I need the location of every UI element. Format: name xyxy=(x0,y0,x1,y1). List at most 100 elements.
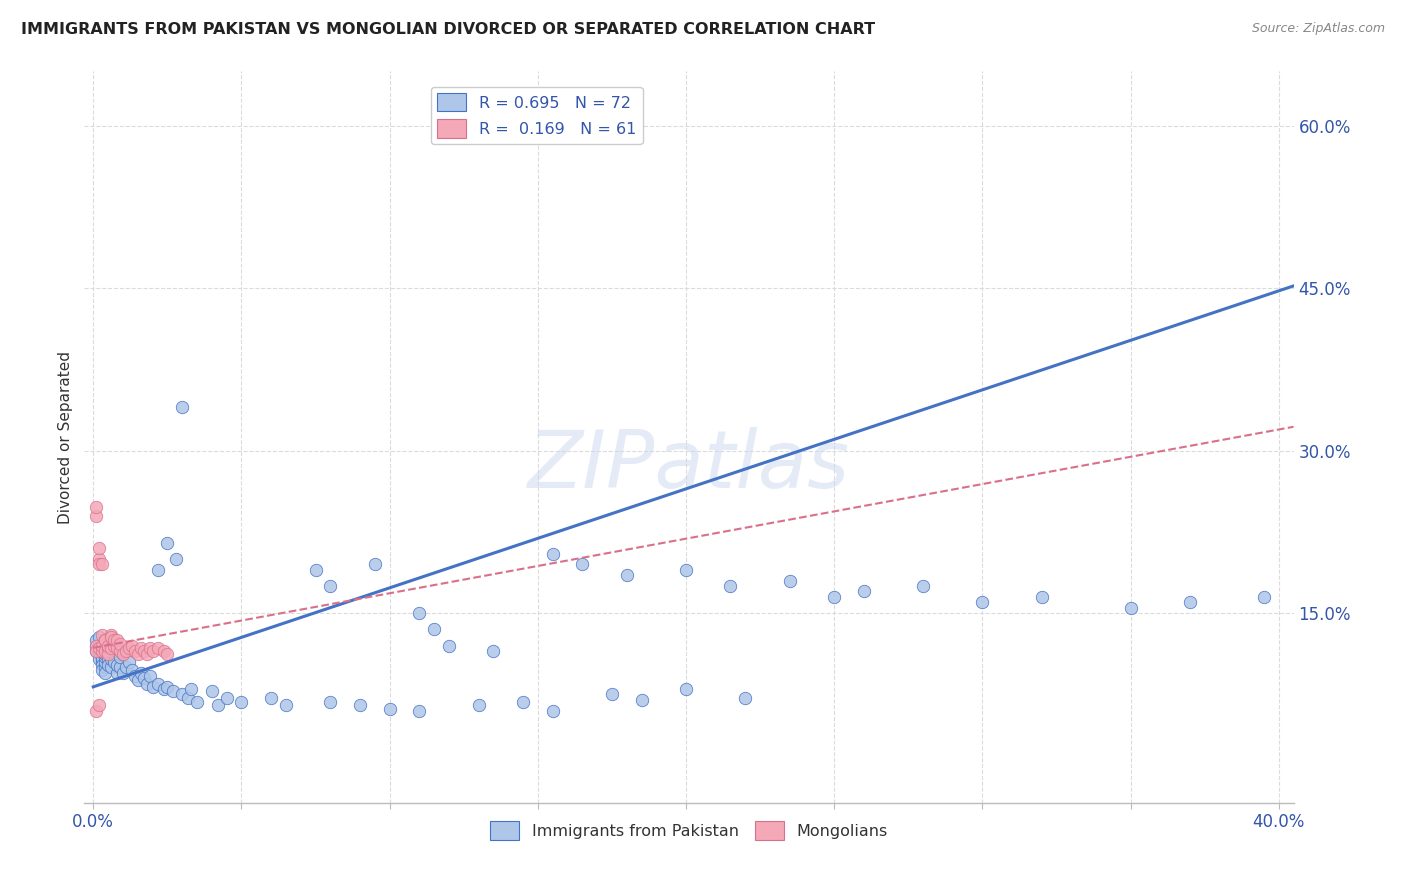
Point xyxy=(84,644,107,658)
Point xyxy=(91,649,114,664)
Point xyxy=(91,663,114,677)
Text: IMMIGRANTS FROM PAKISTAN VS MONGOLIAN DIVORCED OR SEPARATED CORRELATION CHART: IMMIGRANTS FROM PAKISTAN VS MONGOLIAN DI… xyxy=(21,22,875,37)
Point xyxy=(94,644,117,658)
Point xyxy=(115,660,138,674)
Point xyxy=(141,680,163,694)
Point xyxy=(349,698,371,713)
Point xyxy=(91,558,114,572)
Legend: Immigrants from Pakistan, Mongolians: Immigrants from Pakistan, Mongolians xyxy=(484,814,894,846)
Point xyxy=(467,698,489,713)
Point xyxy=(89,541,111,556)
Point xyxy=(100,651,122,665)
Point xyxy=(84,639,107,653)
Point xyxy=(541,547,564,561)
Point xyxy=(94,633,117,648)
Point xyxy=(100,640,122,655)
Point xyxy=(89,558,111,572)
Point xyxy=(118,655,141,669)
Point xyxy=(111,665,134,680)
Point xyxy=(616,568,638,582)
Point xyxy=(319,579,342,593)
Point xyxy=(103,655,125,669)
Point xyxy=(148,563,170,577)
Point xyxy=(172,401,194,415)
Point xyxy=(600,688,623,702)
Point xyxy=(148,676,170,690)
Point xyxy=(89,651,111,665)
Point xyxy=(118,640,141,655)
Point xyxy=(127,648,149,662)
Point xyxy=(121,639,143,653)
Point xyxy=(108,636,131,650)
Point xyxy=(823,590,845,604)
Point xyxy=(100,630,122,644)
Point xyxy=(972,595,994,609)
Point xyxy=(437,639,460,653)
Point xyxy=(100,644,122,658)
Point xyxy=(852,584,875,599)
Point xyxy=(132,671,155,685)
Point xyxy=(105,633,128,648)
Point xyxy=(94,655,117,669)
Point xyxy=(201,684,224,698)
Point xyxy=(105,658,128,673)
Y-axis label: Divorced or Separated: Divorced or Separated xyxy=(58,351,73,524)
Point xyxy=(111,648,134,662)
Point xyxy=(100,628,122,642)
Point xyxy=(1178,595,1201,609)
Point xyxy=(274,698,297,713)
Point xyxy=(364,558,387,572)
Point xyxy=(734,690,756,705)
Point xyxy=(180,681,202,696)
Point xyxy=(124,644,146,658)
Point xyxy=(89,640,111,655)
Point xyxy=(135,676,157,690)
Point xyxy=(121,663,143,677)
Point xyxy=(141,644,163,658)
Point xyxy=(97,640,120,655)
Point xyxy=(94,665,117,680)
Point xyxy=(156,535,179,549)
Point xyxy=(111,648,134,662)
Point xyxy=(100,660,122,674)
Point xyxy=(91,655,114,669)
Point xyxy=(129,665,152,680)
Point xyxy=(162,684,184,698)
Point xyxy=(89,648,111,662)
Point xyxy=(103,633,125,648)
Point xyxy=(84,633,107,648)
Point xyxy=(97,640,120,655)
Point xyxy=(97,639,120,653)
Point xyxy=(89,640,111,655)
Point xyxy=(1253,590,1275,604)
Point xyxy=(89,552,111,566)
Point xyxy=(94,648,117,662)
Point xyxy=(84,508,107,523)
Point xyxy=(138,640,160,655)
Point xyxy=(105,665,128,680)
Point xyxy=(103,648,125,662)
Point xyxy=(84,639,107,653)
Point xyxy=(215,690,238,705)
Point xyxy=(103,639,125,653)
Point xyxy=(94,649,117,664)
Point xyxy=(378,701,401,715)
Point xyxy=(124,669,146,683)
Point xyxy=(512,695,534,709)
Point xyxy=(186,695,208,709)
Point xyxy=(91,628,114,642)
Point xyxy=(91,644,114,658)
Point xyxy=(97,658,120,673)
Point xyxy=(675,563,697,577)
Point xyxy=(319,695,342,709)
Point xyxy=(630,693,652,707)
Point xyxy=(108,649,131,664)
Point xyxy=(779,574,801,588)
Point xyxy=(97,648,120,662)
Point xyxy=(127,673,149,688)
Text: ZIPatlas: ZIPatlas xyxy=(527,427,851,506)
Point xyxy=(165,552,187,566)
Point xyxy=(115,644,138,658)
Point xyxy=(97,644,120,658)
Point xyxy=(541,704,564,718)
